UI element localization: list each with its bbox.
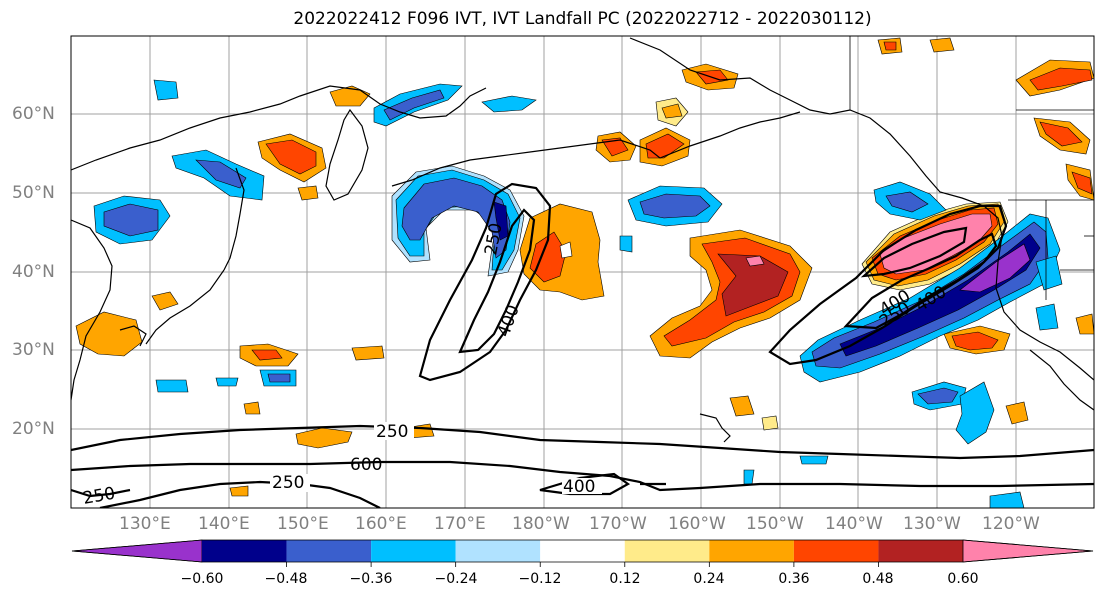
lon-label-140w: 140°W (825, 514, 883, 534)
lon-label-170e: 170°E (434, 514, 486, 534)
lon-label-120w: 120°W (982, 514, 1040, 534)
contour-250-ne (768, 204, 1008, 366)
colorbar-segment (286, 540, 372, 562)
contour-250-south (71, 424, 1094, 460)
map-title: 2022022412 F096 IVT, IVT Landfall PC (20… (293, 9, 872, 29)
contour-400-south (71, 460, 1094, 492)
contour-600-south (99, 480, 381, 508)
contour-label: 250 (376, 422, 408, 442)
colorbar-segment (455, 540, 541, 562)
colorbar-tick: 0.12 (609, 571, 641, 587)
contour-label: 600 (350, 455, 382, 475)
contour-400-dateline (458, 208, 536, 354)
lon-label-130w: 130°W (903, 514, 961, 534)
colorbar-tick: 0.36 (778, 571, 810, 587)
colorbar-extend-min (71, 539, 203, 563)
contour-400-ne (843, 232, 998, 330)
lon-label-170w: 170°W (589, 514, 647, 534)
ivt-contours (71, 182, 1094, 508)
contour-label: 400 (563, 477, 595, 497)
lat-label-40n: 40°N (12, 262, 55, 282)
colorbar-tick: 0.24 (693, 571, 725, 587)
positive-shading (75, 37, 1094, 497)
lat-label-50n: 50°N (12, 183, 55, 203)
contour-label: 250 (81, 484, 116, 509)
lon-label-140e: 140°E (198, 514, 250, 534)
colorbar-segment (371, 540, 456, 562)
contour-250-dateline (418, 182, 552, 382)
lat-label-30n: 30°N (12, 340, 55, 360)
colorbar (71, 539, 1094, 567)
colorbar-segment (878, 540, 963, 562)
colorbar-segment (793, 540, 879, 562)
colorbar-tick: −0.24 (434, 571, 478, 587)
lon-label-150w: 150°W (746, 514, 804, 534)
colorbar-segment (709, 540, 794, 562)
colorbar-segment (624, 540, 710, 562)
colorbar-segment (202, 540, 287, 562)
colorbar-tick: 0.48 (862, 571, 894, 587)
lon-label-160w: 160°W (668, 514, 726, 534)
colorbar-tick: −0.12 (518, 571, 562, 587)
coastlines (71, 36, 1094, 443)
colorbar-extend-max (962, 539, 1094, 563)
colorbar-segment (540, 540, 625, 562)
lat-label-60n: 60°N (12, 104, 55, 124)
contour-inner-ne (860, 226, 968, 278)
lon-label-130e: 130°E (119, 514, 171, 534)
colorbar-tick: −0.48 (264, 571, 308, 587)
lon-label-180w: 180°W (512, 514, 570, 534)
colorbar-tick: −0.36 (349, 571, 393, 587)
colorbar-outline (71, 539, 1094, 563)
contour-label: 250 (272, 473, 304, 493)
lat-label-20n: 20°N (12, 419, 55, 439)
colorbar-tick: 0.60 (947, 571, 979, 587)
lon-label-150e: 150°E (277, 514, 329, 534)
lon-label-160e: 160°E (355, 514, 407, 534)
colorbar-tick: −0.60 (180, 571, 224, 587)
map-border (70, 35, 1095, 509)
